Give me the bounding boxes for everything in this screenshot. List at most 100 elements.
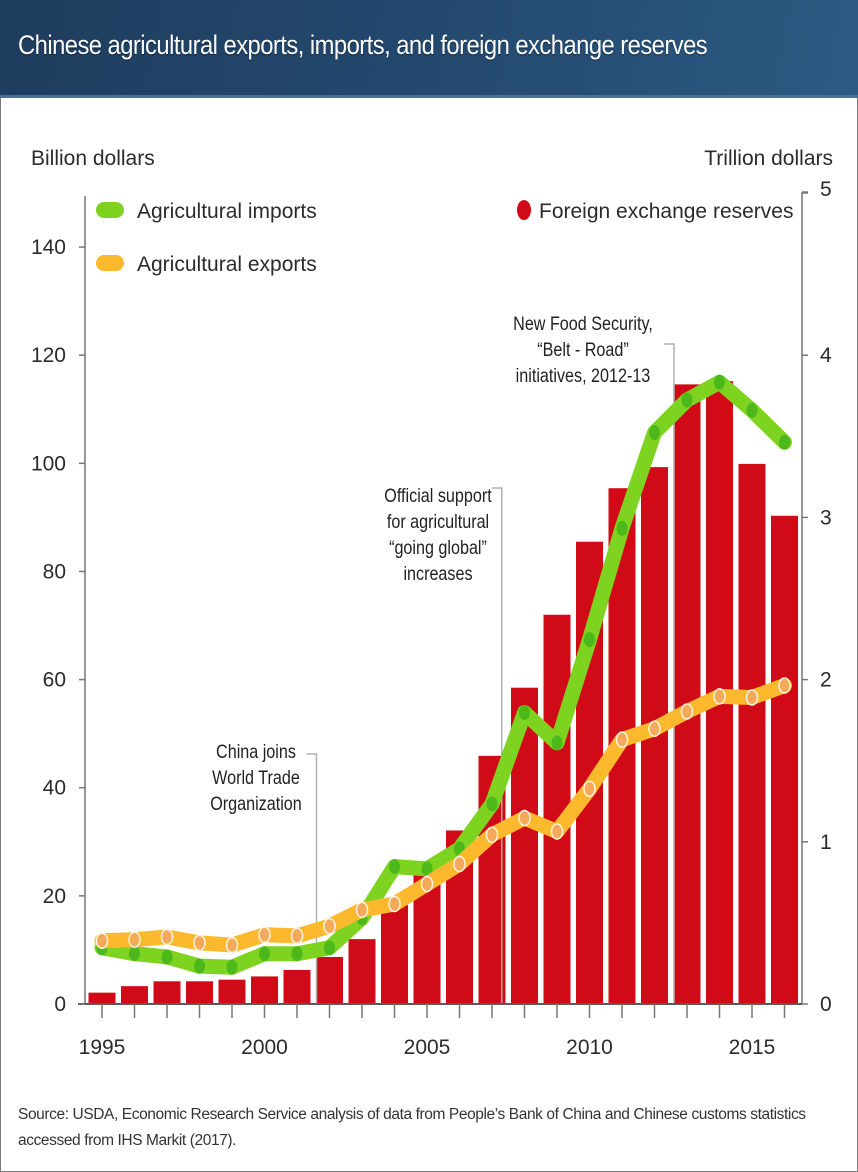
left-tick-label: 0 bbox=[54, 993, 66, 1016]
point-agricultural-exports-2011 bbox=[615, 731, 629, 748]
point-agricultural-exports-2004 bbox=[388, 895, 401, 913]
point-agricultural-exports-1997 bbox=[160, 928, 174, 946]
point-agricultural-exports-1999 bbox=[225, 936, 239, 954]
left-tick-label: 40 bbox=[43, 777, 66, 800]
point-agricultural-imports-1999 bbox=[226, 959, 238, 975]
point-agricultural-imports-2008 bbox=[519, 705, 530, 721]
annotation-3-line: “Belt - Road” bbox=[537, 339, 629, 361]
left-tick-label: 60 bbox=[43, 669, 66, 692]
point-agricultural-imports-2009 bbox=[551, 735, 563, 751]
legend: Agricultural imports Agricultural exports… bbox=[96, 200, 793, 276]
bar-reserves-1995 bbox=[88, 992, 116, 1004]
point-agricultural-imports-2005 bbox=[421, 861, 433, 877]
left-tick-label: 140 bbox=[31, 236, 66, 259]
bar-reserves-1996 bbox=[121, 986, 148, 1004]
legend-label: Agricultural exports bbox=[137, 253, 317, 276]
point-agricultural-exports-2005 bbox=[420, 875, 434, 893]
left-tick-label: 100 bbox=[31, 452, 66, 475]
point-agricultural-imports-1998 bbox=[194, 958, 205, 974]
annotation-leader-3 bbox=[664, 343, 675, 1004]
source-note: Source: USDA, Economic Research Service … bbox=[18, 1106, 806, 1149]
right-tick-label: 2 bbox=[820, 669, 832, 692]
chart-area: 0 20 40 60 80 100 120 140 0 1 2 3 4 5 1995 2000 2005 2010… bbox=[31, 147, 833, 1059]
point-agricultural-exports-2002 bbox=[323, 917, 336, 935]
bar-reserves-2003 bbox=[348, 939, 376, 1004]
annotations: China joins World Trade Organization Offici… bbox=[210, 313, 653, 815]
point-agricultural-imports-2000 bbox=[259, 946, 270, 962]
bar-reserves-1999 bbox=[218, 979, 246, 1004]
annotation-2-line: “going global” bbox=[389, 537, 487, 559]
point-agricultural-imports-2004 bbox=[389, 859, 400, 875]
legend-label: Agricultural imports bbox=[137, 200, 317, 223]
point-agricultural-exports-2001 bbox=[290, 927, 304, 945]
line-agricultural-exports bbox=[94, 678, 792, 953]
point-agricultural-imports-2002 bbox=[324, 940, 335, 956]
x-tick-label: 1995 bbox=[79, 1036, 126, 1059]
annotation-2-line: Official support bbox=[384, 485, 491, 507]
point-agricultural-imports-2012 bbox=[649, 425, 660, 441]
bar-reserves-2013 bbox=[673, 384, 701, 1004]
point-agricultural-exports-2016 bbox=[778, 677, 791, 694]
bar-reserves-2002 bbox=[316, 956, 343, 1004]
annotation-leader-1 bbox=[306, 753, 318, 1004]
right-tick-label: 1 bbox=[820, 831, 832, 854]
point-agricultural-imports-2016 bbox=[779, 434, 790, 450]
point-agricultural-exports-2013 bbox=[680, 703, 694, 720]
annotation-2-line: for agricultural bbox=[387, 511, 489, 533]
point-agricultural-exports-1998 bbox=[193, 934, 206, 952]
x-tick-label: 2010 bbox=[566, 1036, 613, 1059]
point-agricultural-imports-2001 bbox=[291, 946, 303, 962]
point-agricultural-exports-2015 bbox=[745, 689, 759, 706]
bar-reserves-2016 bbox=[771, 515, 798, 1004]
point-agricultural-exports-2010 bbox=[583, 780, 596, 798]
left-tick-label: 20 bbox=[43, 885, 66, 908]
point-agricultural-imports-2011 bbox=[616, 520, 628, 536]
point-agricultural-exports-2014 bbox=[713, 688, 726, 705]
bar-reserves-1998 bbox=[186, 981, 213, 1004]
line-agricultural-imports bbox=[94, 374, 792, 975]
right-tick-label: 0 bbox=[820, 993, 832, 1016]
point-agricultural-imports-2007 bbox=[486, 796, 498, 812]
point-agricultural-exports-2008 bbox=[518, 809, 531, 827]
left-tick-label: 120 bbox=[31, 344, 66, 367]
annotation-1-line: World Trade bbox=[212, 767, 300, 789]
point-agricultural-exports-1996 bbox=[128, 931, 141, 948]
point-agricultural-imports-1996 bbox=[129, 946, 140, 962]
annotation-3-line: initiatives, 2012-13 bbox=[516, 365, 651, 387]
bars-layer bbox=[88, 381, 798, 1005]
point-agricultural-exports-2000 bbox=[258, 926, 271, 944]
annotation-2-line: increases bbox=[403, 563, 472, 585]
left-tick-label: 80 bbox=[43, 560, 66, 583]
point-agricultural-imports-2010 bbox=[584, 632, 595, 648]
point-agricultural-imports-1997 bbox=[161, 949, 173, 965]
bar-reserves-2004 bbox=[381, 905, 408, 1004]
point-agricultural-exports-2009 bbox=[550, 823, 564, 840]
left-axis-unit: Billion dollars bbox=[31, 147, 155, 170]
bar-reserves-2000 bbox=[251, 976, 278, 1004]
bar-reserves-2001 bbox=[283, 969, 311, 1004]
bar-reserves-1997 bbox=[153, 981, 181, 1004]
legend-swatch-imports bbox=[96, 202, 124, 218]
point-agricultural-imports-2015 bbox=[746, 402, 758, 418]
right-tick-label: 4 bbox=[820, 344, 832, 367]
point-agricultural-exports-2006 bbox=[453, 855, 466, 873]
x-tick-label: 2015 bbox=[729, 1036, 776, 1059]
x-tick-label: 2000 bbox=[241, 1036, 288, 1059]
legend-swatch-exports bbox=[96, 255, 124, 271]
point-agricultural-exports-2012 bbox=[648, 720, 661, 738]
point-agricultural-exports-1995 bbox=[95, 932, 109, 949]
annotation-3-line: New Food Security, bbox=[513, 313, 653, 335]
x-tick-label: 2005 bbox=[404, 1036, 451, 1059]
chart-title: Chinese agricultural exports, imports, a… bbox=[18, 30, 708, 60]
point-agricultural-imports-2014 bbox=[714, 374, 725, 390]
point-agricultural-exports-2007 bbox=[485, 826, 499, 844]
annotation-1-line: China joins bbox=[216, 741, 296, 763]
legend-label: Foreign exchange reserves bbox=[539, 200, 793, 223]
title-banner: Chinese agricultural exports, imports, a… bbox=[0, 0, 858, 98]
right-tick-label: 3 bbox=[820, 506, 832, 529]
right-axis-unit: Trillion dollars bbox=[704, 147, 833, 170]
annotation-1-line: Organization bbox=[210, 793, 302, 815]
axes-layer: 0 20 40 60 80 100 120 140 0 1 2 3 4 5 1995 2000 2005 2010… bbox=[31, 178, 832, 1059]
legend-swatch-reserves bbox=[517, 200, 531, 220]
bar-reserves-2015 bbox=[738, 463, 766, 1004]
